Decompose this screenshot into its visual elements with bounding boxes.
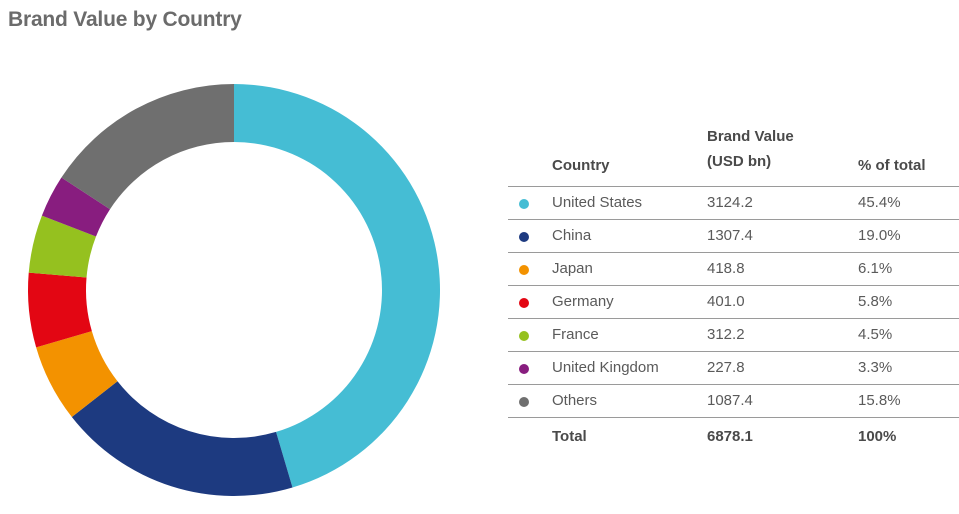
total-label: Total — [552, 428, 587, 445]
legend-dot-icon — [519, 232, 529, 242]
row-percent: 3.3% — [858, 359, 893, 376]
legend-dot-icon — [519, 331, 529, 341]
header-brand-value-line2: (USD bn) — [707, 153, 772, 170]
total-value: 6878.1 — [707, 428, 753, 445]
row-country: United States — [552, 194, 643, 211]
header-brand-value-line1: Brand Value — [707, 128, 794, 145]
table-total-row: Total 6878.1 100% — [508, 417, 959, 452]
legend-dot-icon — [519, 199, 529, 209]
legend-table: Country Brand Value (USD bn) % of total … — [508, 120, 959, 452]
table-row: Germany 401.0 5.8% — [508, 285, 959, 318]
donut-slice-united-kingdom — [41, 177, 111, 237]
row-value: 401.0 — [707, 293, 745, 310]
row-country: Germany — [552, 293, 614, 310]
chart-title: Brand Value by Country — [8, 8, 242, 31]
donut-slice-germany — [27, 272, 92, 348]
donut-slice-others — [61, 84, 235, 210]
donut-slice-france — [28, 215, 96, 278]
row-country: Others — [552, 392, 598, 409]
donut-slice-japan — [36, 331, 118, 418]
row-value: 227.8 — [707, 359, 745, 376]
row-country: France — [552, 326, 599, 343]
legend-dot-icon — [519, 265, 529, 275]
table-header: Country Brand Value (USD bn) % of total — [508, 120, 959, 186]
donut-chart — [27, 84, 441, 496]
row-country: United Kingdom — [552, 359, 659, 376]
row-value: 312.2 — [707, 326, 745, 343]
legend-dot-icon — [519, 298, 529, 308]
table-row: Others 1087.4 15.8% — [508, 384, 959, 417]
row-percent: 15.8% — [858, 392, 901, 409]
table-row: France 312.2 4.5% — [508, 318, 959, 351]
header-country: Country — [552, 157, 610, 174]
header-percent: % of total — [858, 157, 926, 174]
table-row: United States 3124.2 45.4% — [508, 186, 959, 219]
total-percent: 100% — [858, 428, 897, 445]
row-percent: 45.4% — [858, 194, 901, 211]
header-brand-value: Brand Value (USD bn) — [707, 124, 827, 174]
row-country: China — [552, 227, 592, 244]
table-row: China 1307.4 19.0% — [508, 219, 959, 252]
row-percent: 6.1% — [858, 260, 893, 277]
row-country: Japan — [552, 260, 593, 277]
row-percent: 5.8% — [858, 293, 893, 310]
row-value: 418.8 — [707, 260, 745, 277]
table-row: United Kingdom 227.8 3.3% — [508, 351, 959, 384]
table-row: Japan 418.8 6.1% — [508, 252, 959, 285]
legend-dot-icon — [519, 364, 529, 374]
row-value: 1307.4 — [707, 227, 753, 244]
row-value: 1087.4 — [707, 392, 753, 409]
row-value: 3124.2 — [707, 194, 753, 211]
legend-dot-icon — [519, 397, 529, 407]
donut-slice-china — [71, 381, 293, 496]
row-percent: 19.0% — [858, 227, 901, 244]
row-percent: 4.5% — [858, 326, 893, 343]
donut-slice-united-states — [234, 84, 441, 488]
